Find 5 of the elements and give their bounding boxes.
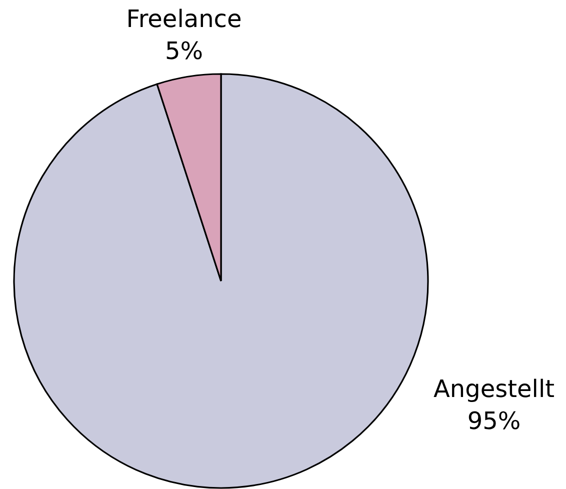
pie-slice — [13, 73, 429, 489]
data-label: 5% — [164, 37, 204, 65]
slice-label: Freelance — [126, 5, 242, 33]
slice-label: Angestellt — [433, 375, 555, 403]
data-label: 95% — [467, 407, 521, 435]
